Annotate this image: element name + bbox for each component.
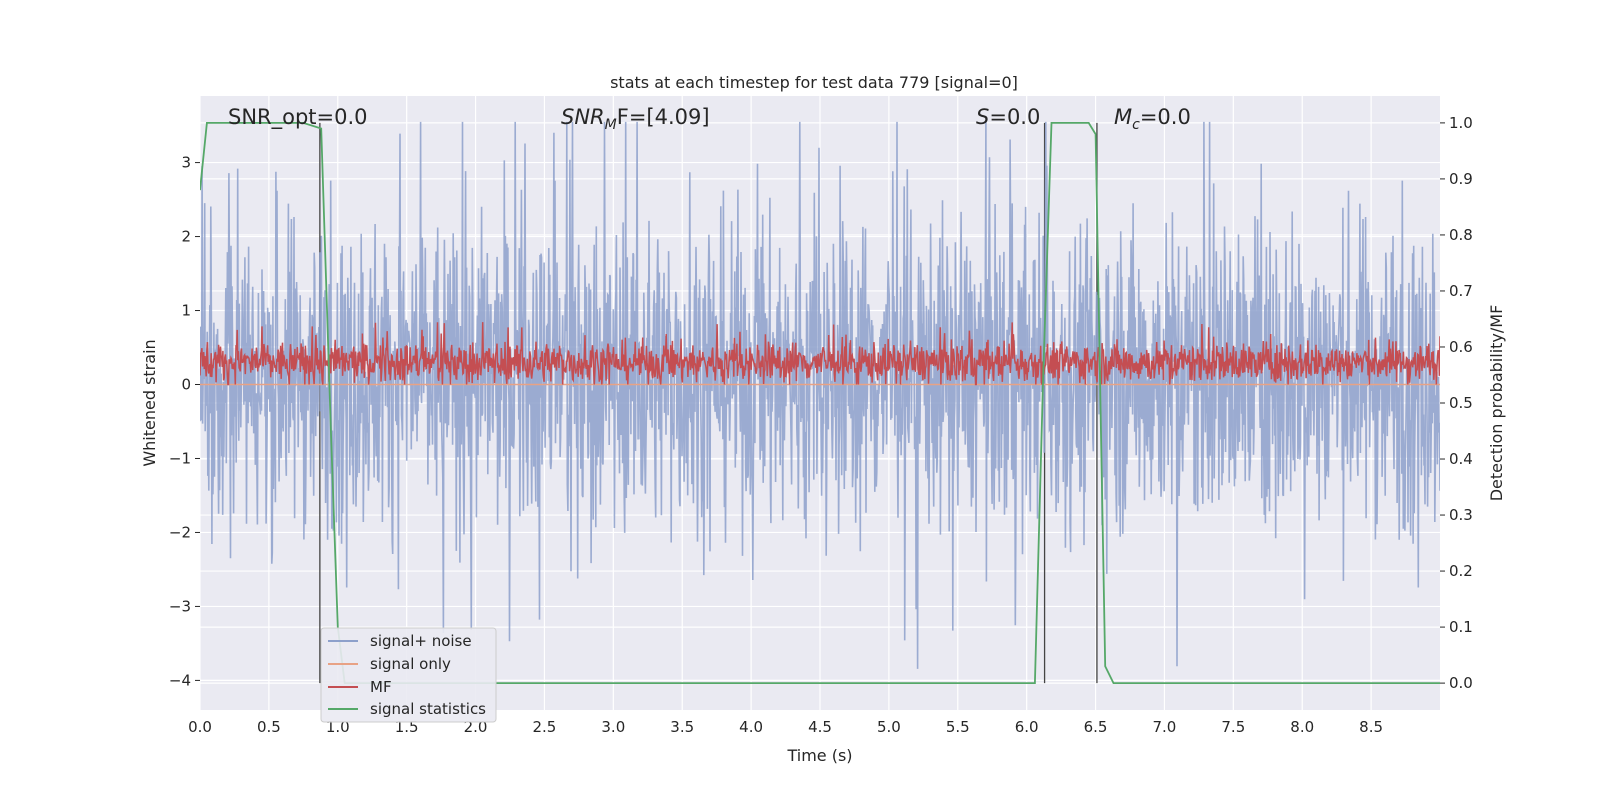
series-signal-statistics-line bbox=[200, 122, 1440, 684]
x-tick-label: 0.5 bbox=[257, 718, 281, 736]
x-tick-label: 4.5 bbox=[808, 718, 832, 736]
x-tick-label: 8.0 bbox=[1290, 718, 1314, 736]
y-axis-label: Whitened strain bbox=[140, 339, 159, 466]
annotation-snr-opt: SNR_opt=0.0 bbox=[228, 105, 368, 130]
x-tick-label: 2.5 bbox=[533, 718, 557, 736]
x-tick-labels: 0.0 0.5 1.0 1.5 2.0 2.5 3.0 3.5 4.0 4.5 5.0 5.5 6.0 6… bbox=[188, 718, 1383, 736]
mc-subscript: c bbox=[1132, 117, 1140, 133]
snr-mf-suffix: F=[4.09] bbox=[617, 105, 710, 129]
x-tick-label: 7.0 bbox=[1153, 718, 1177, 736]
y2-axis-label: Detection probability/MF bbox=[1487, 305, 1506, 502]
x-axis-label: Time (s) bbox=[786, 746, 852, 765]
y2-tick-label: 0.7 bbox=[1449, 282, 1473, 300]
x-tick-label: 6.5 bbox=[1084, 718, 1108, 736]
y2-tick-label: 0.8 bbox=[1449, 226, 1473, 244]
y-tick-label: 2 bbox=[181, 228, 191, 246]
x-tick-label: 5.0 bbox=[877, 718, 901, 736]
legend-label-signal-only: signal only bbox=[370, 655, 451, 673]
s-prefix: S bbox=[976, 105, 989, 129]
y2-tick-label: 0.1 bbox=[1449, 618, 1473, 636]
y-tick-label: 3 bbox=[181, 154, 191, 172]
y-tick-labels: 3 2 1 0 −1 −2 −3 −4 bbox=[169, 154, 200, 689]
y2-tick-labels: 1.0 0.9 0.8 0.7 0.6 0.5 0.4 0.3 0.2 0.1 0.0 bbox=[1440, 114, 1473, 692]
y2-tick-label: 0.9 bbox=[1449, 170, 1473, 188]
y-tick-label: 0 bbox=[181, 376, 191, 394]
annotation-mc: Mc=0.0 bbox=[1114, 105, 1191, 133]
annotation-snr-mf: SNRMF=[4.09] bbox=[561, 105, 710, 133]
annotation-s: S=0.0 bbox=[976, 105, 1040, 129]
legend-label-signal-noise: signal+ noise bbox=[370, 632, 472, 650]
snr-mf-prefix: SNR bbox=[561, 105, 605, 129]
x-tick-label: 3.5 bbox=[670, 718, 694, 736]
y-tick-label: 1 bbox=[181, 302, 191, 320]
y-tick-label: −4 bbox=[169, 671, 191, 689]
y2-tick-label: 0.5 bbox=[1449, 394, 1473, 412]
s-suffix: =0.0 bbox=[989, 105, 1040, 129]
legend-box bbox=[320, 627, 497, 723]
x-tick-label: 0.0 bbox=[188, 718, 212, 736]
x-tick-label: 8.5 bbox=[1359, 718, 1383, 736]
series-signal-noise-line bbox=[200, 121, 1440, 669]
y-tick-label: −3 bbox=[169, 597, 191, 615]
x-tick-label: 5.5 bbox=[946, 718, 970, 736]
x-tick-label: 4.0 bbox=[739, 718, 763, 736]
x-tick-label: 6.0 bbox=[1015, 718, 1039, 736]
y2-tick-label: 0.4 bbox=[1449, 450, 1473, 468]
y2-tick-label: 0.2 bbox=[1449, 562, 1473, 580]
chart-title: stats at each timestep for test data 779… bbox=[610, 73, 1018, 92]
y-tick-label: −2 bbox=[169, 523, 191, 541]
y2-tick-label: 0.3 bbox=[1449, 506, 1473, 524]
legend-label-mf: MF bbox=[370, 678, 392, 696]
snr-mf-subscript: M bbox=[605, 117, 617, 133]
y2-tick-label: 0.6 bbox=[1449, 338, 1473, 356]
legend: signal+ noise signal only MF signal stat… bbox=[320, 627, 497, 723]
y2-tick-label: 0.0 bbox=[1449, 674, 1473, 692]
y2-tick-label: 1.0 bbox=[1449, 114, 1473, 132]
x-tick-label: 7.5 bbox=[1221, 718, 1245, 736]
mc-prefix: M bbox=[1114, 105, 1132, 129]
x-tick-label: 3.0 bbox=[601, 718, 625, 736]
mc-suffix: =0.0 bbox=[1140, 105, 1191, 129]
legend-label-signal-statistics: signal statistics bbox=[370, 700, 486, 718]
series-mf-line bbox=[200, 322, 1440, 386]
y-tick-label: −1 bbox=[169, 449, 191, 467]
